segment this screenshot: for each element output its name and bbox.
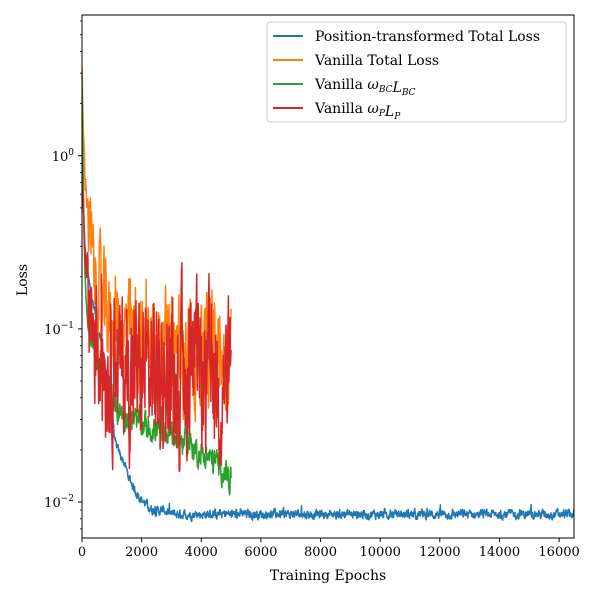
x-tick-label: 0	[78, 545, 86, 560]
x-tick-label: 16000	[538, 545, 579, 560]
legend-box	[266, 21, 567, 123]
y-tick-label: 10−1	[44, 321, 74, 338]
axes-layer: 0 2000 4000 6000 8000 10000 12000 14000 16000 10−…	[44, 14, 580, 560]
x-axis-label: Training Epochs	[270, 568, 386, 584]
legend-label: Vanilla ωBCLBC	[314, 77, 416, 98]
series-layer	[82, 66, 574, 523]
x-tick-label: 8000	[304, 545, 337, 560]
legend: Position-transformed Total Loss Vanilla T…	[266, 21, 567, 123]
legend-label: Vanilla Total Loss	[314, 53, 439, 69]
x-tick-label: 4000	[185, 545, 218, 560]
y-tick-label: 100	[52, 148, 75, 165]
x-tick-label: 14000	[479, 545, 520, 560]
series-line-4	[82, 156, 232, 473]
legend-label: Vanilla ωPLP	[314, 101, 401, 122]
x-tick-label: 6000	[244, 545, 277, 560]
x-tick-label: 10000	[360, 545, 401, 560]
series-line-1	[82, 124, 574, 523]
legend-label: Position-transformed Total Loss	[315, 29, 540, 45]
y-tick-label: 10−2	[44, 494, 74, 511]
x-tick-label: 2000	[125, 545, 158, 560]
x-tick-label: 12000	[419, 545, 460, 560]
y-axis-label: Loss	[15, 264, 31, 296]
